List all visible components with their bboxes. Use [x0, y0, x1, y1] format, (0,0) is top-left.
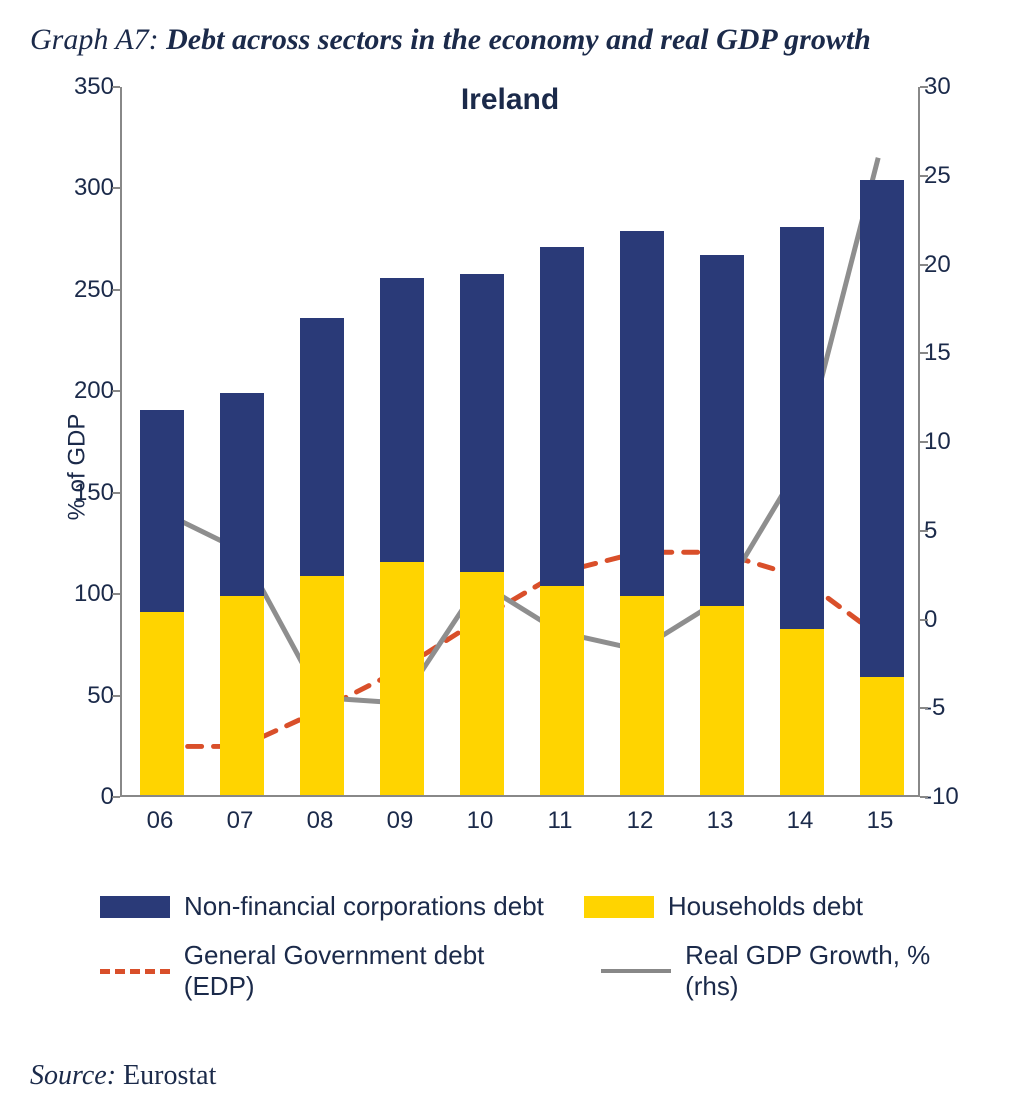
y-right-tick: 10 [924, 428, 970, 456]
source-text: Eurostat [123, 1060, 216, 1091]
swatch-nfc [100, 896, 170, 918]
x-tick: 11 [548, 807, 573, 835]
y-left-tick: 100 [68, 580, 114, 608]
bar-households [460, 572, 504, 795]
y-left-tick: 150 [68, 479, 114, 507]
caption-title: Debt across sectors in the economy and r… [166, 23, 871, 56]
bar-households [380, 562, 424, 795]
y-right-tick: 5 [924, 517, 970, 545]
x-tick: 09 [387, 807, 414, 835]
legend-label-gdp: Real GDP Growth, % (rhs) [685, 940, 990, 1002]
bar-households [220, 596, 264, 795]
bar [220, 393, 264, 795]
legend-item-households: Households debt [584, 891, 863, 922]
bar [140, 410, 184, 795]
y-right-tick: -10 [924, 783, 970, 811]
bar-households [780, 629, 824, 795]
bar-nfc [620, 231, 664, 596]
bar-nfc [460, 274, 504, 572]
legend-label-gov: General Government debt (EDP) [184, 940, 562, 1002]
y-left-tick: 0 [68, 783, 114, 811]
bar [300, 318, 344, 795]
swatch-gov [100, 969, 170, 974]
bar-nfc [220, 393, 264, 596]
swatch-households [584, 896, 654, 918]
figure-caption: Graph A7: Debt across sectors in the eco… [30, 20, 994, 59]
x-tick: 14 [787, 807, 814, 835]
line-gdp-growth [162, 158, 878, 703]
legend-item-nfc: Non-financial corporations debt [100, 891, 544, 922]
bar [700, 255, 744, 795]
y-left-tick: 200 [68, 377, 114, 405]
bar-nfc [860, 180, 904, 677]
y-left-tick: 350 [68, 73, 114, 101]
bar [780, 227, 824, 795]
bar [540, 247, 584, 795]
bar [860, 180, 904, 795]
plot-area [120, 87, 920, 797]
legend-label-nfc: Non-financial corporations debt [184, 891, 544, 922]
x-tick: 12 [627, 807, 654, 835]
bar-households [140, 612, 184, 795]
y-right-tick: 30 [924, 73, 970, 101]
bar-households [300, 576, 344, 795]
bar-households [700, 606, 744, 795]
bar-nfc [300, 318, 344, 576]
legend: Non-financial corporations debt Househol… [30, 863, 990, 1040]
bar [620, 231, 664, 795]
y-left-tick: 50 [68, 682, 114, 710]
bar-households [540, 586, 584, 795]
legend-item-gov: General Government debt (EDP) [100, 940, 561, 1002]
bar [460, 274, 504, 795]
x-tick: 07 [227, 807, 254, 835]
x-tick: 13 [707, 807, 734, 835]
y-right-tick: 15 [924, 339, 970, 367]
bar-nfc [540, 247, 584, 586]
bar-nfc [380, 278, 424, 562]
x-tick: 10 [467, 807, 494, 835]
line-gov-debt [162, 552, 878, 746]
bar-nfc [780, 227, 824, 629]
bar [380, 278, 424, 795]
x-tick: 06 [147, 807, 174, 835]
source-label: Source: [30, 1060, 116, 1091]
y-right-tick: 0 [924, 606, 970, 634]
y-right-tick: -5 [924, 694, 970, 722]
y-left-tick: 300 [68, 174, 114, 202]
swatch-gdp [601, 969, 671, 973]
x-tick: 15 [867, 807, 894, 835]
legend-label-households: Households debt [668, 891, 863, 922]
source-line: Source: Eurostat [30, 1060, 994, 1092]
y-right-tick: 20 [924, 251, 970, 279]
bar-nfc [140, 410, 184, 613]
bar-households [860, 677, 904, 795]
chart-frame: Ireland % of GDP 050100150200250300350-1… [30, 77, 990, 857]
caption-label: Graph A7: [30, 23, 159, 56]
legend-item-gdp: Real GDP Growth, % (rhs) [601, 940, 990, 1002]
y-right-tick: 25 [924, 162, 970, 190]
y-left-tick: 250 [68, 276, 114, 304]
bar-households [620, 596, 664, 795]
bar-nfc [700, 255, 744, 606]
x-tick: 08 [307, 807, 334, 835]
